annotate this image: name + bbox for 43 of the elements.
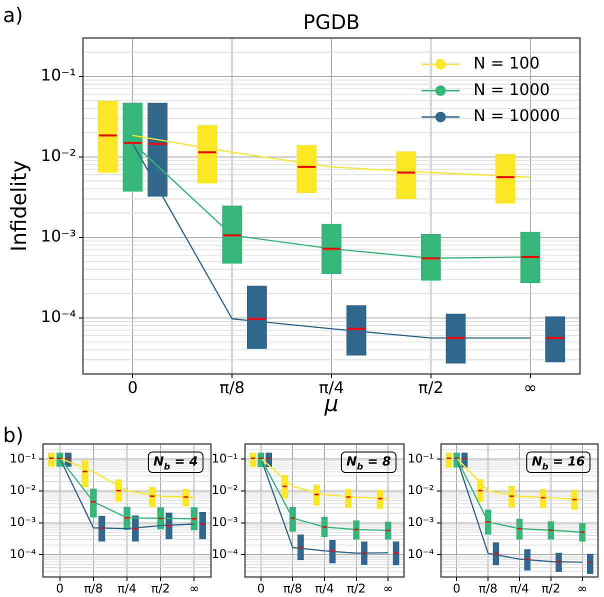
y-tick-label: 10⁻³ [408, 515, 434, 530]
x-tick-label: π/8 [84, 581, 103, 596]
y-tick-label: 10⁻⁴ [212, 546, 238, 561]
x-tick-label: π/2 [418, 378, 444, 397]
y-tick-label: 10⁻² [212, 483, 238, 498]
x-tick-label: 0 [257, 581, 265, 596]
x-tick-label: π/2 [346, 581, 366, 596]
y-axis-title: Infidelity [7, 160, 31, 252]
y-tick-label: 10⁻¹ [212, 451, 238, 466]
text: b) [3, 423, 24, 447]
legend-label: N = 10000 [474, 106, 560, 126]
y-tick-label: 10⁻¹ [408, 451, 434, 466]
x-tick-label: ∞ [524, 378, 537, 397]
x-tick-label: π/4 [118, 581, 136, 596]
y-tick-label: 10⁻² [10, 483, 36, 498]
x-tick-label: π/2 [541, 581, 560, 596]
x-tick-label: 0 [128, 378, 138, 397]
legend-label: N = 1000 [474, 80, 550, 99]
x-tick-label: π/2 [151, 581, 170, 596]
x-tick-label: 0 [452, 581, 461, 596]
x-tick-label: 0 [56, 581, 64, 596]
x-tick-label: ∞ [189, 581, 200, 596]
y-tick-label: 10⁻² [408, 483, 434, 498]
y-tick-label: 10⁻¹ [40, 66, 76, 85]
x-tick-label: π/4 [510, 581, 529, 596]
y-tick-label: 10⁻⁴ [10, 546, 36, 561]
y-tick-label: 10⁻¹ [10, 451, 36, 466]
x-tick-label: π/4 [318, 378, 344, 397]
y-tick-label: 10⁻⁴ [40, 306, 76, 326]
y-tick-label: 10⁻³ [10, 515, 36, 530]
x-tick-label: ∞ [383, 581, 394, 596]
text: a) [3, 3, 24, 27]
x-tick-label: π/8 [220, 378, 245, 397]
y-tick-label: 10⁻⁴ [408, 546, 434, 561]
y-tick-label: 10⁻² [40, 146, 76, 165]
chart-title: PGDB [303, 10, 360, 34]
y-tick-label: 10⁻³ [212, 515, 238, 530]
x-tick-label: π/8 [478, 581, 498, 596]
y-tick-label: 10⁻³ [40, 226, 76, 246]
x-tick-label: π/8 [283, 581, 302, 596]
legend-label: N = 100 [474, 53, 540, 72]
x-tick-label: π/4 [315, 581, 334, 596]
x-tick-label: ∞ [577, 581, 588, 596]
